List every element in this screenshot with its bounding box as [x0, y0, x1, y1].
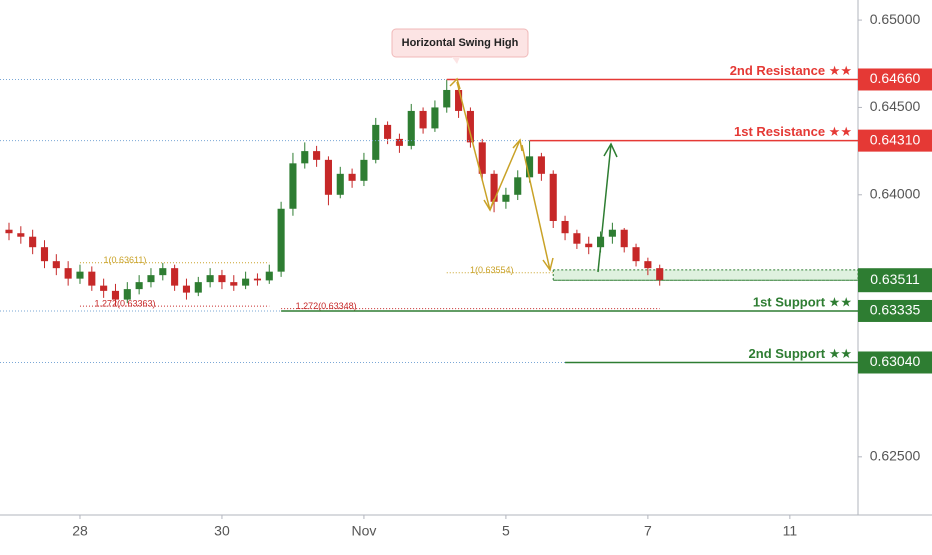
fib-label: 1.272(0.63363)	[94, 298, 155, 308]
candle-body	[372, 124, 380, 160]
x-tick-label: 28	[72, 523, 88, 539]
price-box	[858, 299, 932, 322]
callout-text: Horizontal Swing High	[402, 37, 519, 49]
candle-body	[88, 271, 96, 286]
candle-body	[466, 110, 474, 143]
swing-high-callout: Horizontal Swing High	[391, 28, 529, 64]
y-tick-label: 0.65000	[870, 11, 921, 27]
arrow-head	[542, 257, 554, 272]
candle-body	[313, 151, 321, 160]
y-tick-label: 0.62500	[870, 448, 921, 464]
candle-body	[419, 110, 427, 129]
candle-body	[64, 268, 72, 279]
candle-body	[289, 163, 297, 209]
candle-body	[40, 247, 49, 262]
candle-body	[656, 268, 664, 281]
candle-body	[253, 278, 261, 281]
candle-body	[395, 138, 403, 146]
x-tick-label: Nov	[351, 523, 376, 539]
fib-leg	[521, 144, 551, 271]
candle-body	[52, 261, 60, 269]
candle-body	[490, 173, 498, 202]
x-tick-label: 5	[502, 523, 510, 539]
fib-leg	[489, 139, 521, 211]
candle-body	[171, 268, 179, 286]
arrow-head	[603, 142, 618, 158]
candle-body	[407, 110, 415, 146]
candle-body	[147, 275, 155, 283]
level-name: 2nd Support ★★	[749, 346, 852, 361]
price-label: 0.64660	[870, 70, 921, 86]
candle-body	[265, 271, 273, 281]
projection-arrow	[597, 143, 612, 273]
candle-body	[608, 229, 616, 237]
candle-body	[5, 229, 13, 234]
candle-body	[324, 159, 332, 195]
price-box	[858, 351, 932, 374]
price-label: 0.64310	[870, 131, 921, 147]
candle-body	[443, 89, 451, 108]
drawings	[449, 77, 618, 273]
candle-body	[182, 285, 191, 293]
candle-body	[620, 229, 628, 248]
candle-body	[514, 177, 522, 195]
candle-body	[431, 107, 439, 129]
candle-body	[123, 289, 131, 300]
candle-body	[206, 275, 214, 283]
fib-label: 1(0.63611)	[104, 255, 147, 265]
candle-body	[277, 208, 285, 272]
price-label: 0.63040	[870, 353, 921, 369]
candle-body	[17, 233, 25, 237]
candle-body	[360, 159, 368, 181]
candle-body	[348, 173, 356, 181]
x-tick-label: 7	[644, 523, 652, 539]
price-box	[858, 68, 932, 91]
candle-body	[218, 275, 226, 283]
candle-body	[76, 271, 84, 279]
candle-body	[632, 247, 640, 262]
candle-body	[29, 236, 37, 248]
candle-body	[111, 290, 120, 300]
candle-body	[384, 124, 392, 139]
last-price-box	[858, 268, 932, 293]
level-name: 1st Support ★★	[753, 294, 852, 309]
arrow-head	[449, 77, 461, 90]
candle-body	[549, 173, 557, 221]
candle-body	[644, 261, 652, 269]
fib-leg	[456, 81, 491, 211]
candle-body	[526, 156, 534, 178]
y-tick-label: 0.64500	[870, 98, 921, 114]
candle-body	[585, 243, 593, 248]
price-label: 0.63335	[870, 302, 921, 318]
x-tick-label: 11	[783, 523, 798, 539]
fib-label: 1(0.63554)	[470, 265, 514, 275]
plot-area: 0.62500 0.64000 0.64500 0.65000 28 30 Nov 5 7 11 1…	[0, 11, 921, 539]
candle-body	[573, 233, 581, 244]
last-price-label: 0.63511	[870, 271, 920, 287]
candle-body	[159, 268, 167, 276]
y-tick-label: 0.64000	[870, 185, 921, 201]
candle-body	[301, 151, 309, 164]
candle-body	[455, 89, 463, 111]
level-name: 2nd Resistance ★★	[730, 63, 852, 78]
arrow-head	[512, 138, 523, 152]
candle-body	[478, 142, 486, 174]
candle-body	[135, 282, 143, 290]
candle-body	[561, 220, 569, 234]
candle-body	[336, 173, 344, 195]
candle-body	[230, 282, 238, 286]
price-box	[858, 129, 932, 152]
candle-body	[502, 194, 510, 202]
support-zone	[552, 269, 859, 281]
callout-pointer	[452, 57, 460, 64]
candle-body	[242, 278, 250, 286]
candle-body	[537, 156, 545, 174]
candle-body	[194, 282, 202, 293]
fib-label: 1.272(0.63348)	[296, 301, 357, 311]
candle-body	[100, 285, 108, 291]
level-name: 1st Resistance ★★	[734, 124, 852, 139]
x-tick-label: 30	[214, 523, 230, 539]
